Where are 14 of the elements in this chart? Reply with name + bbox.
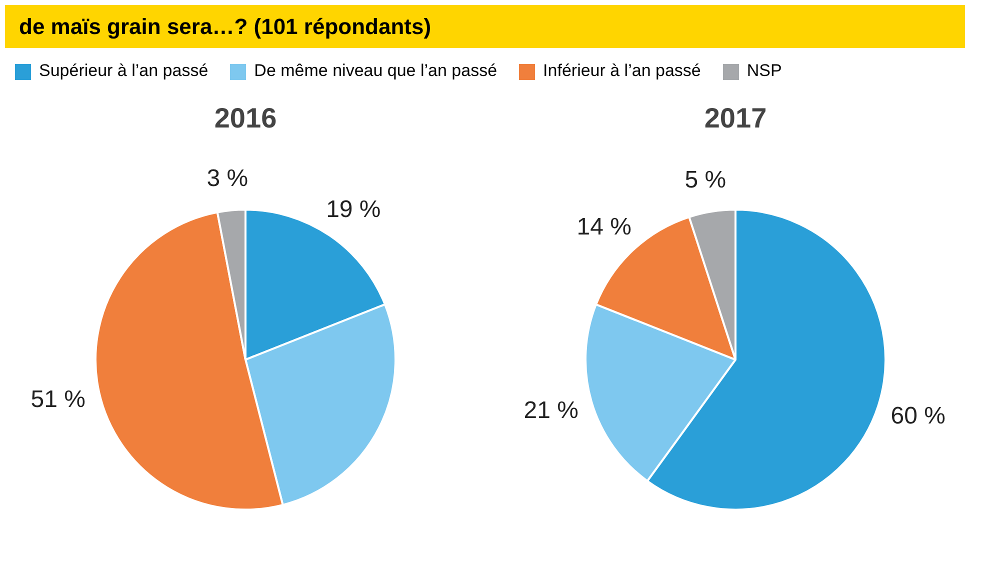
legend-label: NSP xyxy=(746,61,782,80)
legend-label: Inférieur à l’an passé xyxy=(542,61,701,80)
chart-subtitle: de maïs grain sera…? (101 répondants) xyxy=(5,5,965,48)
data-label: 3 % xyxy=(206,165,248,192)
legend-label: Supérieur à l’an passé xyxy=(38,61,208,80)
data-label: 14 % xyxy=(576,214,632,241)
data-label: 19 % xyxy=(326,196,381,223)
data-label: 21 % xyxy=(524,396,578,424)
chart-title: 2017 xyxy=(704,102,767,134)
data-label: 60 % xyxy=(890,402,946,430)
data-label: 5 % xyxy=(684,166,726,194)
legend-label: De même niveau que l’an passé xyxy=(253,61,498,80)
data-label: 51 % xyxy=(30,386,86,413)
text: 2016 xyxy=(214,102,277,134)
